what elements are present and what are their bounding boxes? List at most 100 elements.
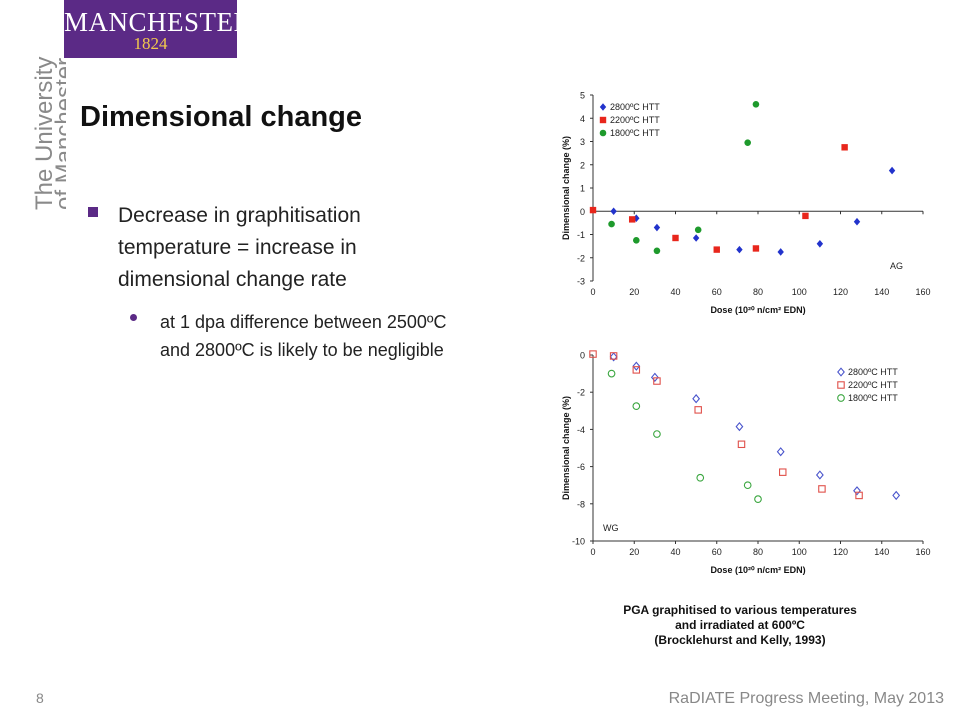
y-tick-label: 0 — [580, 351, 585, 361]
legend-marker — [837, 394, 845, 402]
x-tick-label: 100 — [792, 547, 807, 557]
caption-line: and irradiated at 600ºC — [675, 618, 805, 632]
x-tick-label: 20 — [629, 287, 639, 297]
x-tick-label: 80 — [753, 547, 763, 557]
y-tick-label: -3 — [577, 277, 585, 287]
y-tick-label: -10 — [572, 537, 585, 547]
data-point — [754, 495, 762, 503]
x-tick-label: 120 — [833, 547, 848, 557]
x-tick-label: 80 — [753, 287, 763, 297]
data-point — [818, 485, 826, 493]
data-point — [607, 369, 616, 378]
panel-label: WG — [603, 523, 619, 533]
data-point — [632, 366, 641, 374]
figure-caption: PGA graphitised to various temperatures … — [590, 603, 890, 648]
university-line-1: The University — [31, 57, 58, 210]
panel-label: AG — [890, 261, 903, 271]
data-point — [610, 207, 617, 216]
legend-label: 1800ºC HTT — [610, 128, 660, 138]
y-tick-label: 3 — [580, 137, 585, 147]
legend-label: 2200ºC HTT — [848, 380, 898, 390]
legend: 2800ºC HTT 2200ºC HTT 1800ºC HTT — [599, 102, 660, 138]
x-axis-label: Dose (10²⁰ n/cm² EDN) — [710, 565, 805, 575]
x-axis-label: Dose (10²⁰ n/cm² EDN) — [710, 305, 805, 315]
x-tick-label: 40 — [670, 287, 680, 297]
y-tick-label: -8 — [577, 499, 585, 509]
data-point — [853, 217, 861, 226]
dot-bullet-icon — [130, 314, 137, 321]
data-point — [633, 237, 640, 244]
x-tick-label: 0 — [590, 547, 595, 557]
data-point — [752, 101, 760, 108]
caption-line: (Brocklehurst and Kelly, 1993) — [654, 633, 826, 647]
data-points — [589, 350, 901, 503]
data-point — [777, 248, 784, 256]
data-point — [632, 361, 641, 371]
legend-label: 1800ºC HTT — [848, 393, 898, 403]
data-points — [589, 101, 896, 256]
y-tick-label: -6 — [577, 462, 585, 472]
data-point — [653, 223, 661, 232]
legend-marker — [599, 129, 607, 137]
data-point — [694, 226, 702, 234]
axes: -3 -2 -1 0 1 2 3 4 5 0 20 40 60 80 100 120 140 160 — [577, 91, 931, 298]
data-point — [653, 430, 661, 438]
data-point — [609, 352, 618, 362]
x-tick-label: 160 — [915, 287, 930, 297]
caption-line: PGA graphitised to various temperatures — [623, 603, 857, 617]
legend-marker — [837, 367, 845, 377]
legend-label: 2200ºC HTT — [610, 115, 660, 125]
sub-bullet-text: at 1 dpa difference between 2500ºC and 2… — [160, 312, 447, 360]
data-point — [735, 421, 744, 432]
data-point — [853, 486, 861, 496]
y-tick-label: 0 — [580, 207, 585, 217]
data-point — [815, 470, 824, 480]
data-point — [736, 245, 743, 254]
logo-year: 1824 — [133, 34, 168, 53]
y-tick-label: -1 — [577, 230, 585, 240]
data-point — [653, 247, 661, 255]
x-tick-label: 20 — [629, 547, 639, 557]
data-point — [632, 402, 641, 411]
data-point — [692, 394, 701, 404]
chart-wg: -10 -8 -6 -4 -2 0 0 20 40 60 80 100 120 140 160 Dose (1… — [561, 350, 931, 575]
legend-marker — [837, 381, 845, 389]
data-point — [802, 212, 809, 220]
manchester-logo: MANCHESTER 1824 — [64, 0, 253, 58]
legend: 2800ºC HTT 2200ºC HTT 1800ºC HTT — [837, 367, 898, 403]
data-point — [672, 234, 679, 242]
x-tick-label: 160 — [915, 547, 930, 557]
data-point — [892, 490, 901, 501]
x-tick-label: 120 — [833, 287, 848, 297]
data-point — [628, 216, 636, 223]
y-tick-label: -2 — [577, 253, 585, 263]
legend-marker — [599, 116, 607, 124]
data-point — [737, 440, 746, 449]
y-tick-label: 4 — [580, 114, 585, 124]
y-axis-label: Dimensional change (%) — [561, 396, 571, 500]
logo-wordmark: MANCHESTER — [64, 7, 253, 37]
university-line-2: of Manchester — [51, 58, 66, 210]
data-point — [696, 473, 705, 482]
data-point — [744, 139, 751, 146]
footer-text: RaDIATE Progress Meeting, May 2013 — [668, 690, 944, 707]
data-point — [776, 447, 785, 457]
data-point — [633, 214, 640, 223]
y-tick-label: 5 — [580, 91, 585, 101]
data-point — [609, 352, 618, 360]
y-tick-label: 1 — [580, 184, 585, 194]
bullet-text: Decrease in graphitisation temperature =… — [118, 204, 361, 291]
legend-label: 2800ºC HTT — [610, 102, 660, 112]
x-tick-label: 60 — [712, 287, 722, 297]
data-point — [743, 481, 752, 490]
data-point — [841, 144, 848, 151]
y-axis-label: Dimensional change (%) — [561, 136, 571, 240]
y-tick-label: 2 — [580, 160, 585, 170]
data-point — [816, 240, 824, 248]
data-point — [713, 246, 720, 253]
data-point — [650, 372, 659, 382]
square-bullet-icon — [88, 207, 98, 217]
x-tick-label: 0 — [590, 287, 595, 297]
x-tick-label: 140 — [874, 547, 889, 557]
x-tick-label: 40 — [670, 547, 680, 557]
